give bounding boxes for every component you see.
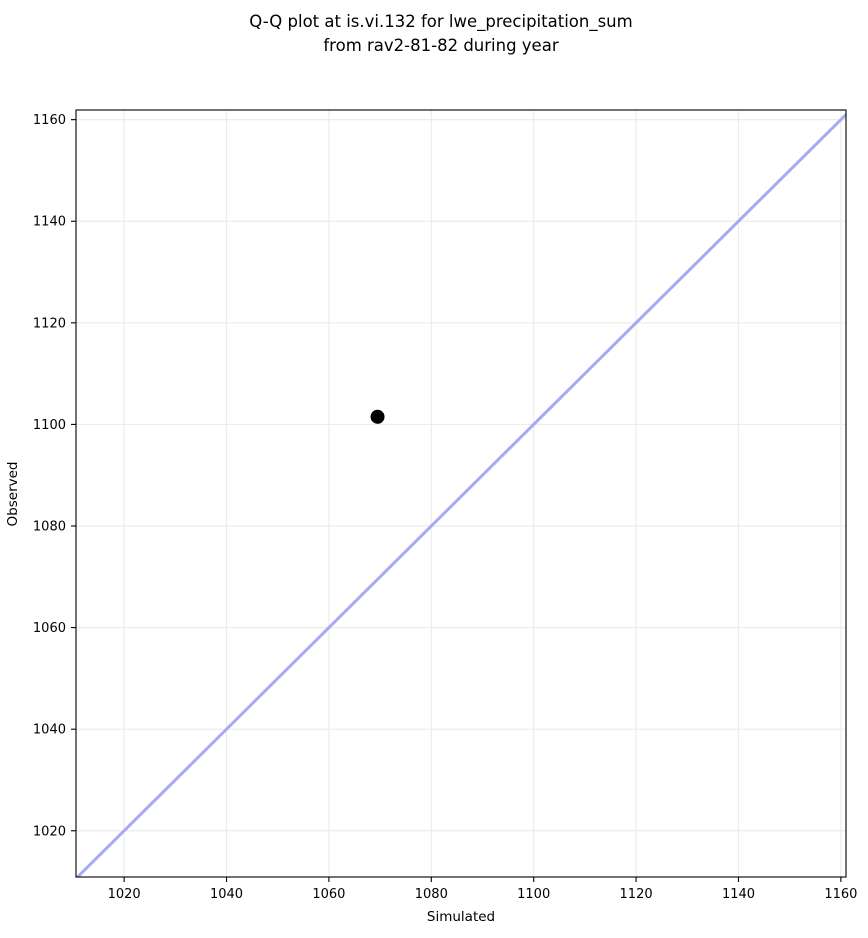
data-point-layer: [370, 409, 385, 424]
y-tick-label: 1080: [33, 520, 66, 535]
y-tick-label: 1160: [33, 113, 66, 128]
y-tick-label: 1100: [33, 418, 66, 433]
y-tick-label: 1040: [33, 723, 66, 738]
axis-ticks: [71, 119, 842, 882]
x-axis-label: Simulated: [427, 909, 495, 925]
x-tick-labels: 1020 1040 1060 1080 1100 1120 1140 1160: [108, 887, 858, 902]
gridlines: [76, 110, 846, 877]
x-tick-label: 1120: [620, 887, 653, 902]
x-tick-label: 1140: [722, 887, 755, 902]
y-tick-label: 1060: [33, 621, 66, 636]
x-tick-label: 1040: [210, 887, 243, 902]
chart-title-line-2: from rav2-81-82 during year: [323, 36, 558, 55]
x-tick-label: 1060: [312, 887, 345, 902]
x-tick-label: 1160: [824, 887, 857, 902]
x-tick-label: 1020: [108, 887, 141, 902]
y-tick-labels: 1020 1040 1060 1080 1100 1120 1140 1160: [33, 113, 66, 839]
plot-border: [75, 109, 847, 878]
identity-line-layer: [76, 112, 846, 877]
chart-title-line-1: Q-Q plot at is.vi.132 for lwe_precipitat…: [249, 12, 632, 32]
y-tick-label: 1120: [33, 316, 66, 331]
y-tick-label: 1140: [33, 215, 66, 230]
y-tick-label: 1020: [33, 824, 66, 839]
identity-line: [76, 112, 846, 877]
y-axis-label: Observed: [5, 462, 21, 527]
x-tick-label: 1100: [517, 887, 550, 902]
x-tick-label: 1080: [415, 887, 448, 902]
data-point: [370, 409, 385, 424]
